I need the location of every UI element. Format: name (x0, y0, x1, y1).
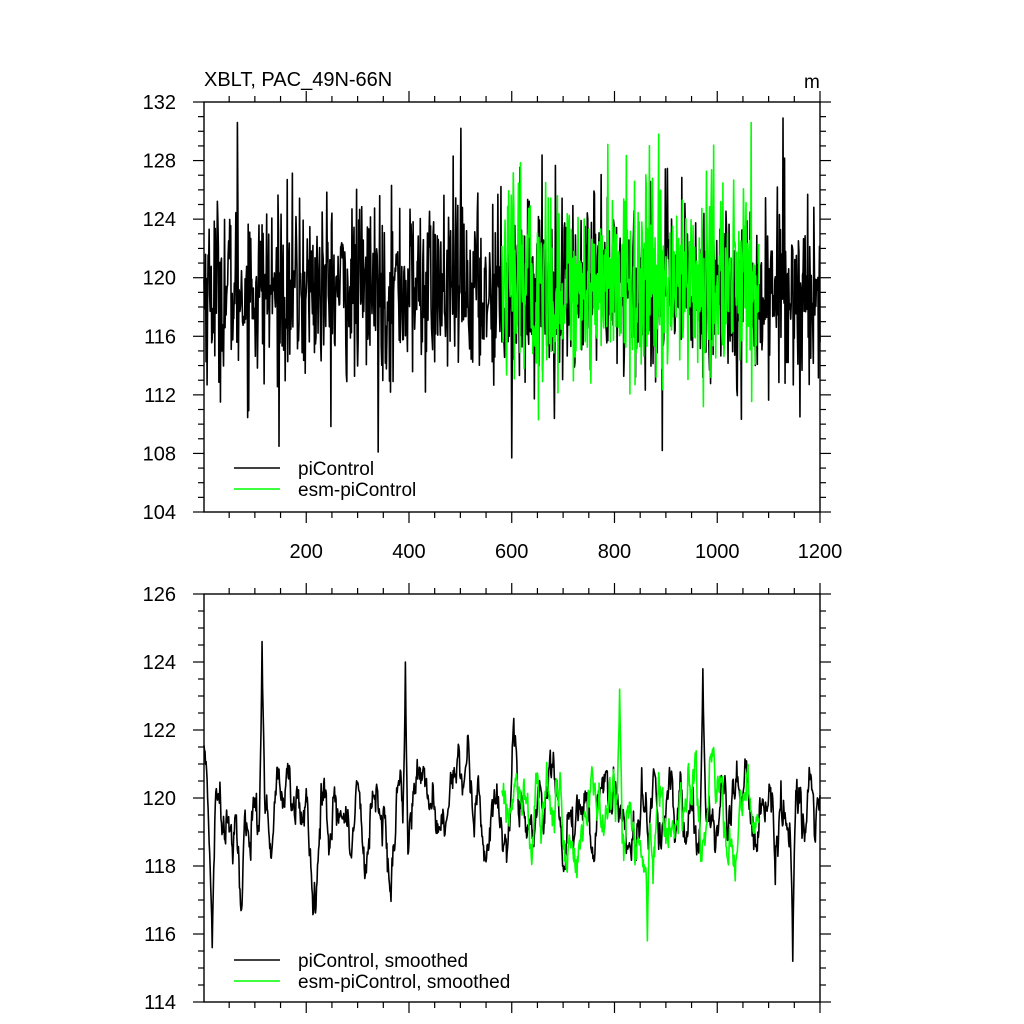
y-tick-label: 120 (143, 788, 176, 810)
y-tick-label: 116 (144, 326, 176, 348)
y-tick-label: 104 (143, 502, 176, 524)
x-tick-label: 1000 (695, 541, 740, 563)
y-tick-label: 132 (143, 92, 176, 114)
top-panel: XBLT, PAC_49N-66N m 104 108 112 116 120 124 128 1… (143, 69, 843, 563)
legend-label: piControl, smoothed (298, 951, 468, 972)
y-tick-label: 114 (144, 992, 176, 1014)
y-tick-label: 118 (144, 856, 176, 878)
x-tick-label: 800 (598, 541, 631, 563)
legend-label: piControl (298, 459, 374, 480)
y-tick-label: 108 (143, 443, 176, 465)
y-tick-label: 128 (143, 151, 176, 173)
y-tick-label: 124 (143, 652, 176, 674)
y-tick-label: 122 (143, 720, 176, 742)
legend-label: esm-piControl, smoothed (298, 972, 510, 993)
y-tick-label: 124 (143, 209, 176, 231)
chart-title: XBLT, PAC_49N-66N (204, 69, 392, 91)
x-tick-label: 1200 (798, 541, 843, 563)
legend-label: esm-piControl (298, 480, 416, 501)
x-tick-label: 400 (392, 541, 425, 563)
x-tick-label: 200 (290, 541, 323, 563)
bottom-panel: 114 116 118 120 122 124 126 piControl, smoothed… (143, 583, 831, 1014)
units-label: m (804, 72, 820, 93)
x-tick-label: 600 (495, 541, 528, 563)
series-line-esm-picontrol (501, 121, 760, 421)
series-group (203, 117, 821, 459)
series-line-picontrol (203, 640, 821, 962)
series-line-esm-picontrol (501, 688, 760, 942)
series-group (203, 640, 821, 962)
y-tick-label: 126 (143, 584, 176, 606)
y-tick-label: 120 (143, 268, 176, 290)
y-tick-label: 116 (144, 924, 176, 946)
tick-marks (193, 91, 831, 523)
y-tick-label: 112 (144, 385, 176, 407)
tick-marks (193, 583, 831, 1013)
